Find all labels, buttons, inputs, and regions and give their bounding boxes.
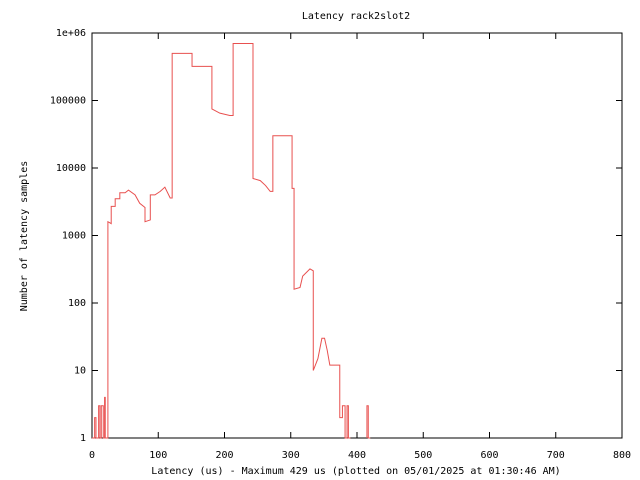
x-tick-label: 0 (89, 450, 95, 461)
x-tick-label: 700 (547, 450, 565, 461)
x-tick-label: 200 (215, 450, 233, 461)
y-tick-label: 10 (74, 366, 86, 377)
plot-frame (91, 32, 623, 439)
chart-title: Latency rack2slot2 (302, 11, 410, 22)
y-axis-label: Number of latency samples (19, 161, 30, 312)
x-tick-label: 500 (414, 450, 432, 461)
x-tick-label: 400 (348, 450, 366, 461)
y-tick-label: 1e+06 (56, 28, 86, 39)
data-line (92, 42, 371, 439)
x-axis-label: Latency (us) - Maximum 429 us (plotted o… (151, 466, 560, 477)
x-tick-label: 100 (149, 450, 167, 461)
x-tick-label: 300 (282, 450, 300, 461)
y-tick-label: 100000 (50, 96, 86, 107)
y-tick-label: 100 (68, 298, 86, 309)
y-tick-label: 1 (80, 433, 86, 444)
x-tick-label: 800 (613, 450, 631, 461)
y-tick-label: 1000 (62, 231, 86, 242)
y-tick-label: 10000 (56, 163, 86, 174)
x-tick-label: 600 (480, 450, 498, 461)
